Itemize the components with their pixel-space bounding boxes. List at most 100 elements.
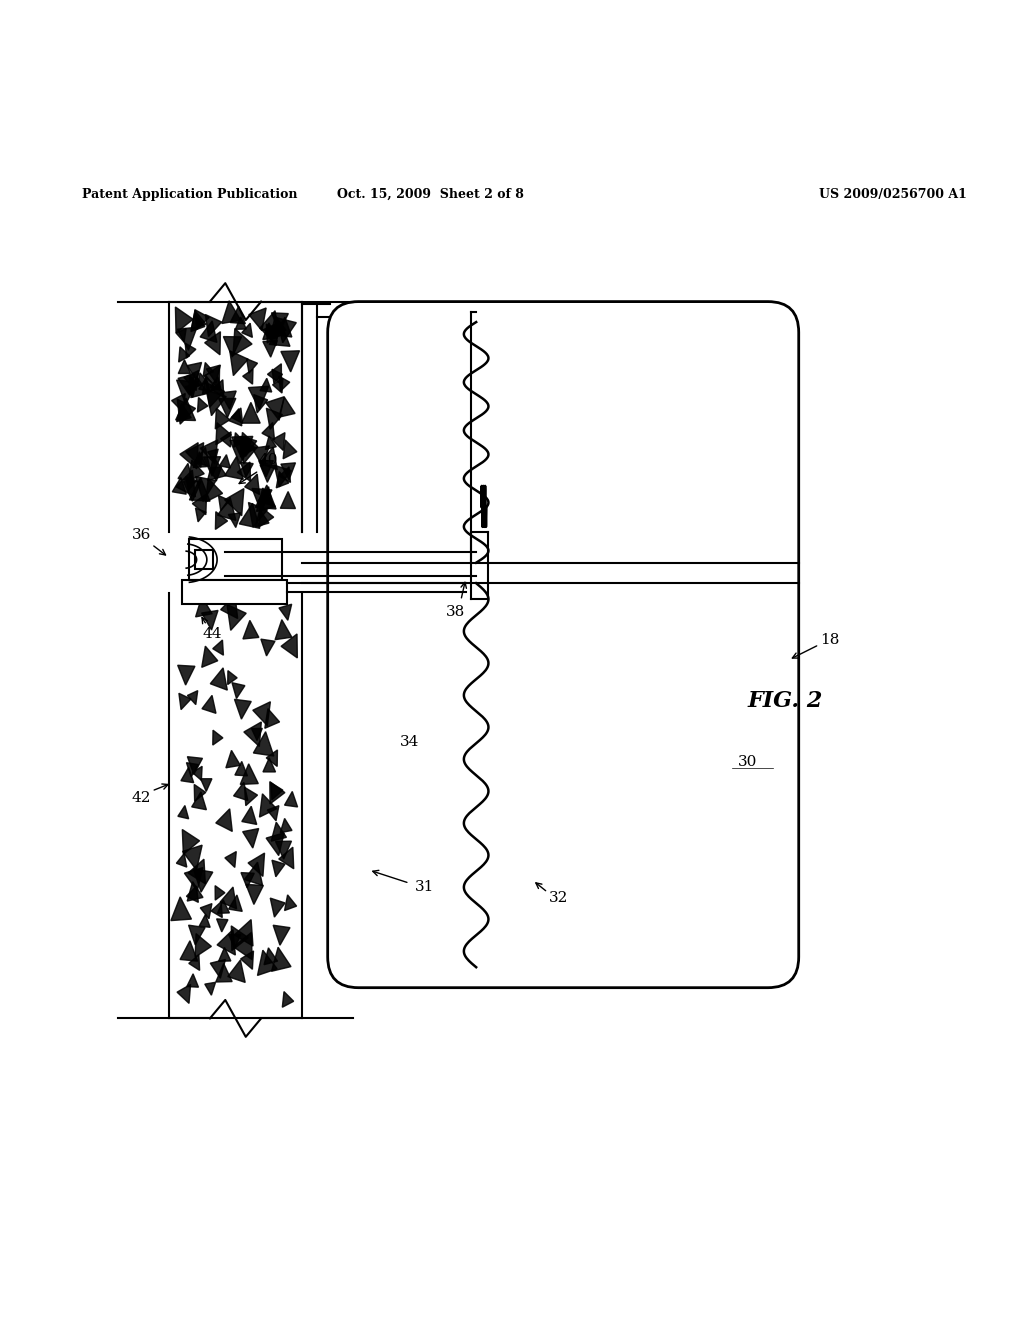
Polygon shape — [230, 441, 251, 465]
Polygon shape — [270, 898, 285, 917]
Polygon shape — [285, 895, 297, 911]
Polygon shape — [193, 494, 207, 515]
Polygon shape — [193, 767, 202, 780]
Polygon shape — [217, 498, 236, 520]
Polygon shape — [272, 370, 283, 383]
Polygon shape — [176, 329, 186, 342]
Polygon shape — [263, 758, 275, 772]
Polygon shape — [266, 397, 285, 420]
Polygon shape — [270, 783, 283, 800]
Polygon shape — [265, 436, 276, 450]
Polygon shape — [216, 809, 232, 832]
Polygon shape — [175, 308, 194, 333]
Polygon shape — [224, 457, 244, 479]
Polygon shape — [195, 447, 210, 467]
Polygon shape — [260, 465, 275, 482]
Polygon shape — [224, 488, 244, 516]
Polygon shape — [190, 313, 205, 331]
Polygon shape — [255, 510, 269, 527]
Polygon shape — [259, 461, 273, 477]
Polygon shape — [208, 457, 226, 480]
Polygon shape — [187, 690, 198, 705]
Polygon shape — [203, 376, 216, 395]
Polygon shape — [178, 805, 188, 818]
Polygon shape — [276, 318, 296, 343]
Polygon shape — [194, 451, 207, 467]
Text: 32: 32 — [549, 891, 567, 904]
Polygon shape — [272, 379, 283, 393]
Polygon shape — [245, 474, 259, 495]
Polygon shape — [201, 904, 212, 919]
Polygon shape — [255, 484, 276, 510]
Polygon shape — [187, 363, 202, 380]
Polygon shape — [211, 902, 222, 917]
Polygon shape — [246, 884, 263, 904]
Polygon shape — [215, 886, 225, 900]
Polygon shape — [188, 954, 200, 970]
Polygon shape — [247, 359, 257, 374]
Polygon shape — [280, 467, 291, 482]
Polygon shape — [231, 437, 253, 461]
Polygon shape — [228, 512, 241, 528]
Polygon shape — [225, 851, 237, 867]
Polygon shape — [266, 750, 278, 767]
Polygon shape — [182, 845, 202, 870]
Polygon shape — [241, 462, 253, 477]
Bar — [182, 579, 287, 603]
Polygon shape — [252, 729, 262, 741]
Polygon shape — [194, 869, 213, 892]
Polygon shape — [244, 722, 261, 747]
Polygon shape — [189, 478, 210, 502]
Polygon shape — [274, 465, 291, 487]
Polygon shape — [230, 306, 246, 323]
Polygon shape — [185, 477, 197, 491]
Polygon shape — [285, 792, 298, 807]
Polygon shape — [269, 781, 285, 804]
Polygon shape — [212, 380, 224, 397]
Polygon shape — [243, 829, 259, 847]
Polygon shape — [236, 317, 247, 329]
Polygon shape — [227, 960, 245, 982]
Polygon shape — [233, 783, 248, 801]
Polygon shape — [228, 409, 242, 426]
Polygon shape — [279, 376, 290, 391]
Polygon shape — [216, 964, 232, 982]
Polygon shape — [270, 315, 286, 335]
Polygon shape — [210, 668, 227, 690]
Polygon shape — [220, 887, 237, 908]
Polygon shape — [266, 323, 280, 343]
Polygon shape — [281, 818, 292, 833]
Polygon shape — [215, 512, 227, 529]
Polygon shape — [253, 731, 273, 756]
Polygon shape — [281, 634, 297, 657]
Polygon shape — [200, 321, 217, 342]
Polygon shape — [186, 886, 199, 903]
Polygon shape — [240, 441, 257, 463]
Polygon shape — [258, 487, 273, 506]
Polygon shape — [252, 488, 272, 511]
Polygon shape — [227, 671, 238, 685]
Polygon shape — [206, 389, 226, 416]
Polygon shape — [218, 495, 229, 511]
Polygon shape — [249, 308, 266, 331]
Polygon shape — [188, 376, 200, 391]
Polygon shape — [215, 408, 229, 429]
Polygon shape — [208, 449, 218, 462]
Polygon shape — [177, 404, 191, 421]
Polygon shape — [243, 370, 253, 384]
Polygon shape — [199, 378, 210, 392]
Polygon shape — [206, 479, 222, 502]
Polygon shape — [279, 605, 292, 620]
Polygon shape — [190, 376, 208, 397]
Polygon shape — [205, 982, 216, 995]
Polygon shape — [243, 620, 259, 639]
Polygon shape — [196, 477, 216, 502]
Polygon shape — [264, 948, 278, 965]
Text: 40: 40 — [258, 453, 279, 467]
Polygon shape — [178, 665, 195, 685]
Polygon shape — [198, 372, 208, 387]
Polygon shape — [191, 310, 206, 330]
Polygon shape — [241, 764, 258, 784]
Polygon shape — [217, 929, 236, 956]
Polygon shape — [185, 384, 197, 397]
